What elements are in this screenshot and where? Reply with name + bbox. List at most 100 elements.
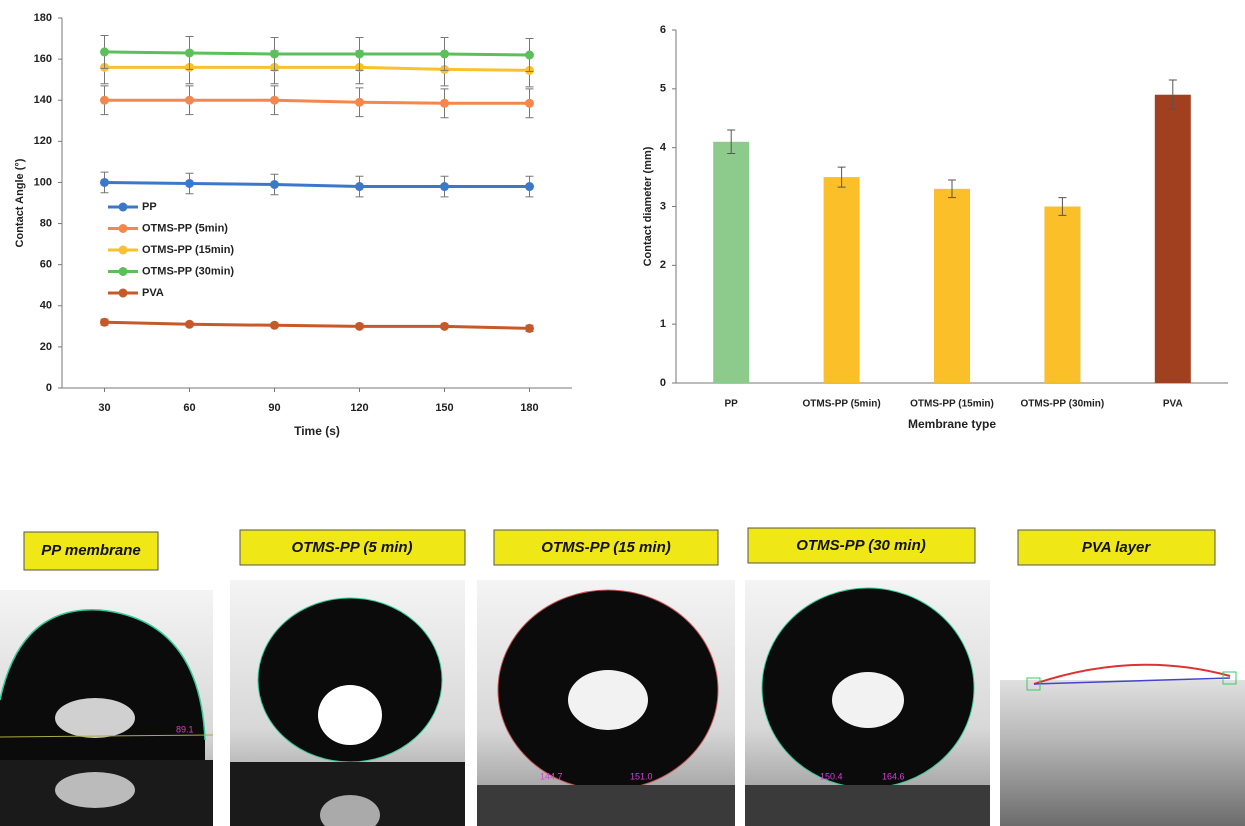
- point: [185, 95, 194, 105]
- point: [525, 323, 534, 333]
- reflection: [55, 772, 135, 808]
- photo-panel: OTMS-PP (15 min) 144.7 151.0: [477, 529, 735, 826]
- y-tick-label: 6: [660, 24, 666, 36]
- droplet-outline: [0, 609, 206, 741]
- legend-label: OTMS-PP (15min): [142, 244, 234, 256]
- error-bar: [1058, 197, 1067, 216]
- y-tick-label: 80: [40, 217, 52, 229]
- y-axis-label: Contact diameter (mm): [642, 146, 654, 266]
- series-line: [104, 180, 530, 189]
- panel-label: OTMS-PP (5 min): [291, 539, 412, 556]
- y-tick-label: 0: [660, 377, 666, 389]
- legend-swatch: [118, 202, 128, 212]
- point: [100, 47, 109, 57]
- label-box: [747, 527, 976, 564]
- series-line: [104, 50, 530, 57]
- legend-label: PP: [142, 201, 157, 213]
- angle-label: 151.0: [630, 771, 653, 781]
- photo-panel: PP membrane 89.1: [0, 531, 214, 826]
- angle-label: 89.1: [176, 724, 194, 734]
- y-tick-label: 4: [660, 142, 667, 154]
- point: [525, 50, 534, 60]
- y-tick-label: 2: [660, 259, 666, 271]
- photo-panel: OTMS-PP (30 min) 150.4 164.6: [745, 527, 990, 826]
- error-bar: [727, 129, 736, 155]
- error-bar: [1168, 79, 1177, 110]
- baseline: [0, 734, 214, 738]
- series-line: [104, 65, 530, 72]
- reflection: [568, 670, 648, 730]
- bar: [713, 141, 750, 383]
- series-line: [104, 98, 530, 105]
- legend-label: PVA: [142, 287, 164, 299]
- legend-swatch: [118, 245, 128, 255]
- point: [440, 98, 449, 108]
- panel-label: PP membrane: [41, 542, 141, 559]
- y-tick-label: 5: [660, 83, 666, 95]
- label-box: [239, 529, 466, 566]
- photo: [1000, 680, 1245, 826]
- point: [525, 182, 534, 192]
- point: [185, 48, 194, 58]
- x-tick-label: OTMS-PP (5min): [803, 399, 881, 410]
- x-tick-label: 150: [435, 402, 453, 414]
- label-box: [1017, 529, 1216, 566]
- bar: [823, 177, 860, 383]
- x-axis-label: Membrane type: [908, 417, 996, 431]
- x-tick-label: 120: [350, 402, 368, 414]
- point: [100, 177, 109, 187]
- x-tick-label: 60: [183, 402, 195, 414]
- x-axis-label: Time (s): [294, 424, 340, 438]
- legend-swatch: [118, 288, 128, 298]
- marker: [1222, 671, 1237, 685]
- legend-label: OTMS-PP (30min): [142, 265, 234, 277]
- bar: [1044, 206, 1081, 383]
- point: [355, 97, 364, 107]
- error-bar: [837, 166, 846, 188]
- series-line: [104, 320, 530, 330]
- y-tick-label: 0: [46, 382, 52, 394]
- x-tick-label: OTMS-PP (30min): [1021, 399, 1105, 410]
- y-axis-label: Contact Angle (°): [14, 158, 26, 247]
- point: [185, 319, 194, 329]
- x-tick-label: 180: [520, 402, 538, 414]
- point: [270, 180, 279, 189]
- legend-label: OTMS-PP (5min): [142, 222, 228, 234]
- error-bar: [948, 179, 956, 199]
- point: [100, 95, 109, 105]
- angle-label: 164.6: [882, 771, 905, 781]
- point: [440, 182, 449, 192]
- angle-label: 144.7: [540, 771, 563, 781]
- y-tick-label: 100: [34, 176, 52, 188]
- x-tick-label: 30: [98, 402, 110, 414]
- point: [270, 95, 279, 105]
- photo-panel: PVA layer: [1000, 529, 1245, 826]
- point: [355, 49, 364, 59]
- marker: [1026, 677, 1041, 691]
- y-tick-label: 180: [34, 12, 52, 24]
- y-tick-label: 60: [40, 259, 52, 271]
- legend-swatch: [118, 224, 128, 233]
- reflection: [55, 698, 135, 738]
- point: [440, 49, 449, 59]
- y-tick-label: 20: [40, 341, 52, 353]
- y-tick-label: 40: [40, 300, 52, 312]
- droplet-outline: [1033, 663, 1231, 685]
- y-tick-label: 140: [34, 94, 52, 106]
- point: [100, 317, 109, 327]
- panel-label: OTMS-PP (30 min): [796, 537, 925, 554]
- baseline: [1033, 677, 1231, 685]
- bar: [934, 188, 970, 383]
- bar: [1154, 94, 1191, 383]
- x-tick-label: 90: [268, 402, 280, 414]
- substrate: [745, 785, 990, 826]
- y-tick-label: 120: [34, 135, 52, 147]
- reflection: [832, 672, 904, 728]
- reflection: [320, 795, 380, 826]
- y-tick-label: 3: [660, 200, 666, 212]
- point: [355, 321, 364, 331]
- substrate: [477, 785, 735, 826]
- legend-swatch: [118, 267, 128, 276]
- point: [185, 178, 194, 188]
